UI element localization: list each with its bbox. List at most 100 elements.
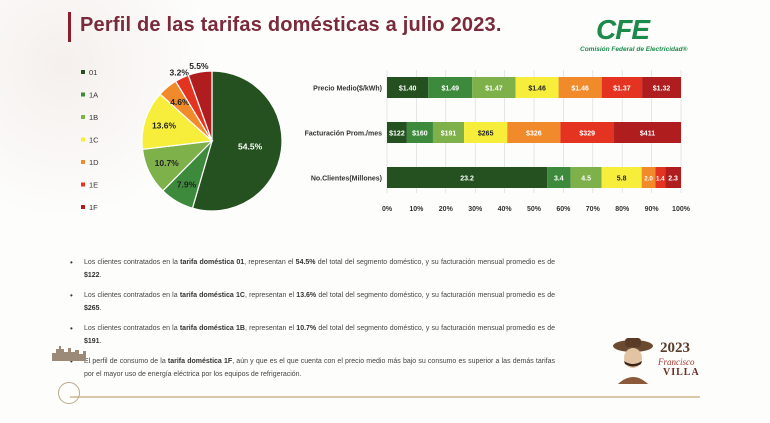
- bullet-text: , representan el: [244, 292, 297, 299]
- legend-swatch: [81, 115, 85, 119]
- bullet-text: Los clientes contratados en la: [84, 259, 181, 266]
- bullet-text: Los clientes contratados en la: [84, 292, 180, 299]
- row-label: Precio Medio($/kWh): [313, 86, 382, 93]
- bullet-text: El perfil de consumo de la: [84, 358, 168, 365]
- pie-slice-1f: [187, 70, 213, 142]
- bullet-item: Los clientes contratados en la tarifa do…: [70, 322, 555, 348]
- bar-value-label: $191: [441, 131, 457, 138]
- francisco-villa-emblem: 2023 Francisco VILLA: [608, 330, 708, 388]
- bullet-amount: $191: [84, 338, 100, 345]
- skyline-ornament: [52, 346, 86, 361]
- emblem-name: Francisco: [658, 357, 695, 367]
- bullet-text: , aún y que es el que cuenta con el prec…: [84, 358, 555, 378]
- bar-segment-1e: [655, 167, 666, 188]
- bullet-text: .: [99, 305, 102, 312]
- emblem-surname: VILLA: [663, 367, 700, 378]
- pie-slice-1c: [141, 93, 214, 151]
- pie-value-label: 5.5%: [189, 61, 209, 71]
- pie-value-label: 13.6%: [152, 121, 177, 131]
- bar-value-label: 4.5: [581, 176, 591, 183]
- cfe-logo-text: CFE: [596, 14, 650, 45]
- pie-value-label: 10.7%: [155, 158, 180, 168]
- bar-segment-1f: [642, 77, 681, 98]
- bullet-text: .: [99, 272, 102, 279]
- pie-value-label: 3.2%: [170, 67, 190, 77]
- bar-segment-1a: [547, 167, 571, 188]
- legend-label: 01: [89, 68, 97, 77]
- legend-label: 1E: [89, 181, 98, 190]
- bar-segment-1d: [507, 122, 561, 143]
- bullet-text: del total del segmento doméstico, y su f…: [315, 259, 556, 266]
- bullet-text: del total del segmento doméstico, y su f…: [316, 325, 556, 332]
- bar-value-label: $1.37: [613, 86, 631, 93]
- legend-swatch: [81, 182, 85, 187]
- bar-value-label: $265: [478, 131, 494, 138]
- bullet-item: Los clientes contratados en la tarifa do…: [70, 256, 555, 282]
- bar-value-label: $329: [579, 131, 595, 138]
- bar-segment-1a: [428, 77, 473, 98]
- bar-segment-1f: [665, 167, 681, 188]
- bullet-percent: 10.7%: [296, 325, 317, 332]
- legend-swatch: [81, 137, 85, 142]
- footer-divider: [70, 396, 700, 398]
- bar-value-label: 1.4: [656, 176, 665, 183]
- pie-value-label: 7.9%: [177, 180, 197, 190]
- bar-segment-1e: [560, 122, 615, 143]
- bullet-text: , representan el: [244, 325, 297, 332]
- row-label: No.Clientes(Millones): [311, 176, 382, 183]
- bullet-item: Los clientes contratados en la tarifa do…: [70, 289, 555, 315]
- bar-segment-1b: [570, 167, 602, 188]
- x-tick-label: 40%: [498, 206, 513, 213]
- pie-value-label: 4.6%: [170, 97, 190, 107]
- legend-label: 1A: [89, 91, 98, 100]
- bar-segment-1b: [432, 122, 465, 143]
- bullet-tariff: tarifa doméstica 1C: [179, 292, 245, 299]
- x-tick-label: 100%: [672, 206, 691, 213]
- bar-value-label: $1.32: [653, 86, 671, 93]
- bullet-tariff: tarifa doméstica 1F: [167, 358, 233, 365]
- legend-swatch: [81, 160, 85, 164]
- bullet-amount: $122: [84, 272, 100, 279]
- bar-segment-1f: [614, 122, 681, 143]
- legend-swatch: [81, 70, 85, 74]
- pie-slice-01: [191, 70, 283, 212]
- bar-segment-01: [387, 77, 429, 98]
- bar-value-label: $411: [640, 131, 655, 138]
- legend-label: 1C: [89, 136, 99, 145]
- bar-value-label: $1.49: [441, 86, 459, 93]
- bar-value-label: $1.47: [485, 86, 503, 93]
- bar-value-label: 5.8: [617, 176, 627, 183]
- x-tick-label: 0%: [382, 206, 393, 213]
- bar-value-label: 23.2: [460, 176, 474, 183]
- bar-segment-1c: [515, 77, 559, 98]
- bar-segment-01: [387, 167, 548, 188]
- legend-label: 1F: [89, 203, 98, 212]
- x-tick-label: 80%: [615, 206, 630, 213]
- bullet-tariff: tarifa doméstica 01: [180, 259, 245, 266]
- bullet-amount: $265: [84, 305, 100, 312]
- bullet-text: Los clientes contratados en la: [84, 325, 180, 332]
- bullet-text: , representan el: [244, 259, 296, 266]
- bar-value-label: $326: [526, 131, 542, 138]
- bar-value-label: 2.0: [644, 176, 653, 183]
- bullet-item: El perfil de consumo de la tarifa domést…: [70, 355, 555, 381]
- legend-swatch: [81, 92, 85, 97]
- bar-segment-1e: [601, 77, 643, 98]
- cfe-logo-subtitle: Comisión Federal de Electricidad®: [580, 46, 688, 53]
- bullet-text: del total del segmento doméstico, y su f…: [316, 292, 556, 299]
- title-accent-bar: [68, 12, 71, 42]
- x-tick-label: 20%: [439, 206, 454, 213]
- legend-label: 1D: [89, 158, 99, 167]
- bar-segment-1d: [558, 77, 602, 98]
- bar-value-label: $122: [389, 131, 405, 138]
- bullet-text: .: [99, 338, 102, 345]
- pie-value-label: 54.5%: [238, 141, 263, 151]
- bar-value-label: $1.40: [399, 86, 417, 93]
- bar-value-label: 2.3: [668, 176, 678, 183]
- x-tick-label: 90%: [645, 206, 660, 213]
- bar-segment-1a: [406, 122, 433, 143]
- page-title: Perfil de las tarifas domésticas a julio…: [80, 14, 502, 36]
- government-seal-icon: [58, 382, 80, 404]
- emblem-year: 2023: [660, 340, 690, 356]
